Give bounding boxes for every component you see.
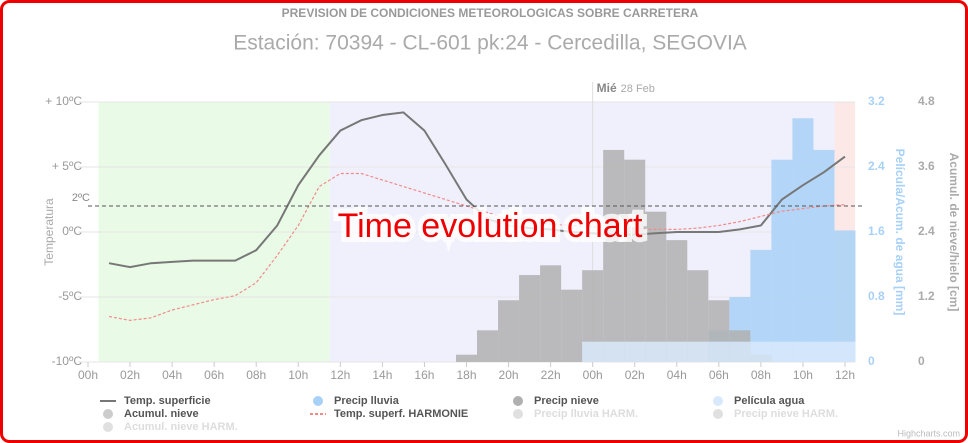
legend-symbol bbox=[313, 396, 323, 406]
x-tick-label: 18h bbox=[456, 368, 476, 382]
legend-label[interactable]: Acumul. nieve HARM. bbox=[124, 421, 238, 433]
legend-label[interactable]: Acumul. nieve bbox=[124, 408, 199, 420]
column bbox=[603, 149, 625, 362]
chart-title: PREVISION DE CONDICIONES METEOROLOGICAS … bbox=[282, 6, 699, 20]
column bbox=[477, 330, 499, 362]
column bbox=[519, 275, 541, 362]
credit: Highcharts.com bbox=[897, 428, 960, 438]
column bbox=[645, 211, 667, 362]
plot-area bbox=[78, 82, 863, 367]
x-tick-label: 22h bbox=[541, 368, 561, 382]
x-tick-label: 08h bbox=[751, 368, 771, 382]
y2-tick-label: 0.8 bbox=[868, 289, 885, 303]
y3-axis-title: Acumul. de nieve/hielo [cm] bbox=[947, 153, 961, 312]
x-tick-label: 02h bbox=[120, 368, 140, 382]
x-tick-label: 04h bbox=[667, 368, 687, 382]
column bbox=[603, 341, 625, 362]
day-name: Mié bbox=[597, 81, 617, 95]
legend-label[interactable]: Temp. superficie bbox=[124, 395, 211, 407]
x-tick-label: 00h bbox=[78, 368, 98, 382]
column bbox=[455, 354, 478, 362]
column bbox=[834, 341, 856, 362]
x-tick-label: 10h bbox=[793, 368, 813, 382]
x-tick-label: 06h bbox=[204, 368, 224, 382]
x-tick-label: 00h bbox=[583, 368, 603, 382]
threshold-label: 2ºC bbox=[72, 192, 90, 204]
y2-tick-label: 0 bbox=[868, 354, 875, 368]
legend-label[interactable]: Película agua bbox=[734, 395, 805, 407]
column bbox=[498, 300, 520, 362]
legend-symbol bbox=[713, 396, 723, 406]
column bbox=[687, 341, 709, 362]
column bbox=[792, 118, 814, 362]
x-tick-label: 08h bbox=[246, 368, 266, 382]
x-tick-label: 16h bbox=[414, 368, 434, 382]
x-tick-label: 20h bbox=[499, 368, 519, 382]
chart-subtitle: Estación: 70394 - CL-601 pk:24 - Cercedi… bbox=[233, 32, 747, 55]
y3-tick-label: 2.4 bbox=[918, 224, 935, 238]
x-tick-label: 02h bbox=[625, 368, 645, 382]
x-tick-label: 04h bbox=[162, 368, 182, 382]
y3-tick-label: 3.6 bbox=[918, 159, 935, 173]
column bbox=[750, 249, 772, 362]
legend-label[interactable]: Precip nieve HARM. bbox=[734, 408, 838, 420]
legend-symbol bbox=[103, 422, 113, 432]
column bbox=[834, 230, 856, 362]
legend-label[interactable]: Precip lluvia bbox=[334, 395, 400, 407]
column bbox=[813, 341, 835, 362]
column bbox=[813, 149, 835, 362]
overlay-text: Time evolution chart bbox=[338, 207, 643, 245]
day-label: Mié 28 Feb bbox=[597, 81, 655, 95]
y-tick-label: + 10ºC bbox=[45, 94, 82, 108]
legend-symbol bbox=[713, 409, 723, 419]
x-tick-label: 10h bbox=[288, 368, 308, 382]
legend-label[interactable]: Precip lluvia HARM. bbox=[534, 408, 638, 420]
y-tick-label: + 5ºC bbox=[52, 159, 82, 173]
y2-tick-label: 2.4 bbox=[868, 159, 885, 173]
column bbox=[561, 289, 583, 362]
legend-symbol bbox=[513, 409, 523, 419]
column bbox=[582, 341, 604, 362]
column bbox=[771, 341, 793, 362]
y2-tick-label: 1.6 bbox=[868, 224, 885, 238]
column bbox=[666, 240, 688, 362]
column bbox=[729, 341, 751, 362]
legend-symbol bbox=[103, 409, 113, 419]
column bbox=[771, 159, 793, 362]
y-tick-label: 0ºC bbox=[62, 224, 82, 238]
y3-tick-label: 1.2 bbox=[918, 289, 935, 303]
y-tick-label: -5ºC bbox=[58, 289, 82, 303]
legend-label[interactable]: Precip nieve bbox=[534, 395, 599, 407]
line bbox=[108, 172, 846, 322]
y-axis-title: Temperatura bbox=[42, 198, 56, 266]
y3-tick-label: 4.8 bbox=[918, 94, 935, 108]
x-tick-label: 12h bbox=[330, 368, 350, 382]
column bbox=[792, 341, 814, 362]
column bbox=[645, 341, 667, 362]
y2-axis-title: Película/Acum. de agua [mm] bbox=[893, 149, 907, 316]
y2-tick-label: 3.2 bbox=[868, 94, 885, 108]
x-tick-label: 14h bbox=[372, 368, 392, 382]
column bbox=[666, 341, 688, 362]
legend-symbol bbox=[513, 396, 523, 406]
x-tick-label: 06h bbox=[709, 368, 729, 382]
column bbox=[540, 265, 562, 362]
x-tick-label: 12h bbox=[835, 368, 855, 382]
column bbox=[750, 341, 772, 362]
y-tick-label: -10ºC bbox=[52, 354, 83, 368]
legend-label[interactable]: Temp. superf. HARMONIE bbox=[334, 408, 468, 420]
column bbox=[708, 341, 730, 362]
date: 28 Feb bbox=[621, 83, 655, 95]
column bbox=[624, 341, 646, 362]
column bbox=[624, 159, 646, 362]
y3-tick-label: 0 bbox=[918, 354, 925, 368]
column bbox=[687, 270, 709, 362]
column bbox=[582, 270, 604, 362]
